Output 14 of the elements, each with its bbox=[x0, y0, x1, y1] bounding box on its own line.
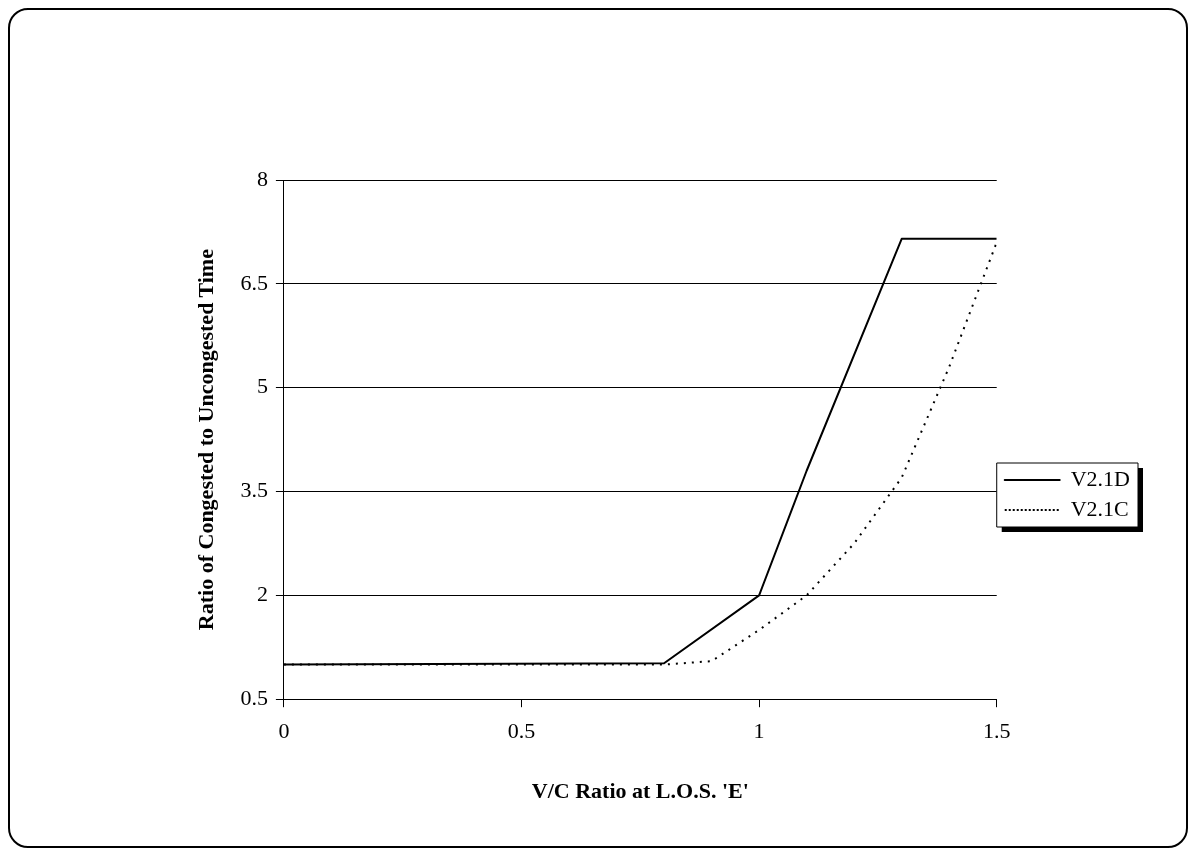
y-tick-label: 3.5 bbox=[240, 477, 268, 503]
y-tick-label: 8 bbox=[256, 165, 268, 191]
x-axis-title: V/C Ratio at L.O.S. 'E' bbox=[531, 778, 749, 804]
legend-label: V2.1C bbox=[1070, 495, 1129, 521]
x-tick-label: 0.5 bbox=[507, 718, 536, 744]
y-tick-label: 2 bbox=[256, 581, 268, 607]
y-tick-label: 6.5 bbox=[240, 269, 268, 295]
x-tick-label: 1.5 bbox=[982, 718, 1011, 744]
y-axis-title: Ratio of Congested to Uncongested Time bbox=[192, 248, 218, 631]
x-tick-label: 1 bbox=[753, 718, 765, 744]
x-tick-label: 0 bbox=[278, 718, 290, 744]
y-tick-label: 5 bbox=[256, 373, 268, 399]
y-tick-label: 0.5 bbox=[240, 684, 268, 710]
legend-label: V2.1D bbox=[1070, 465, 1131, 491]
